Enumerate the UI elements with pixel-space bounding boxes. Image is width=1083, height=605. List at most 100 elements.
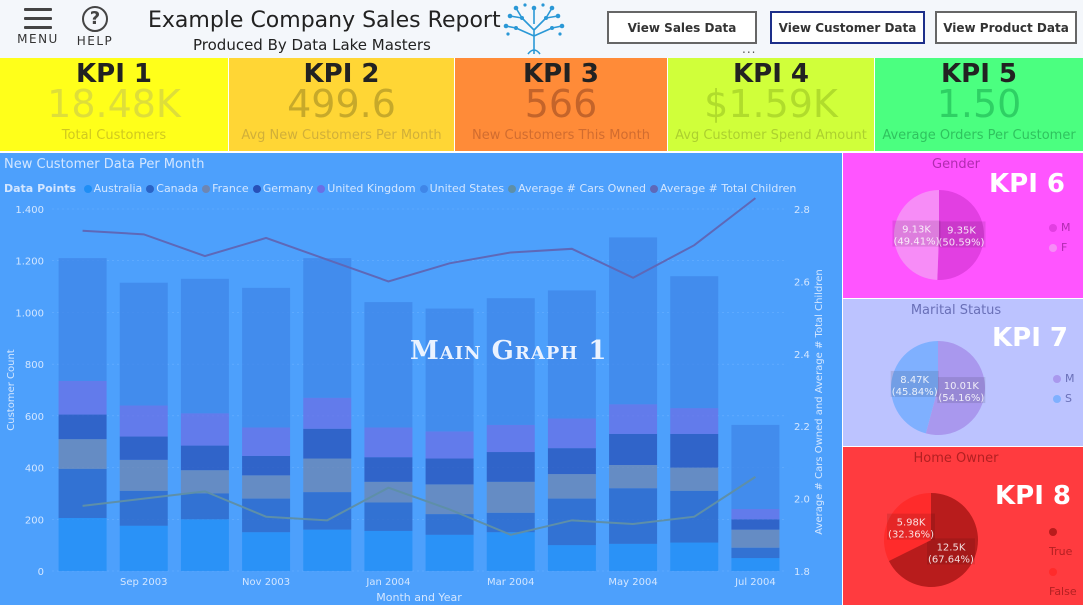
main-chart-panel[interactable]: New Customer Data Per Month Data Points … [0, 153, 842, 605]
y-tick-label: 0 [38, 567, 44, 578]
bar-segment [670, 542, 719, 571]
x-tick-label: May 2004 [608, 577, 657, 588]
data-label-box [937, 221, 986, 248]
view-customer-data-button[interactable]: View Customer Data [770, 11, 925, 44]
page-subtitle: Produced By Data Lake Masters [193, 36, 431, 54]
pie-slice [884, 493, 931, 561]
menu-button[interactable]: MENU [14, 6, 62, 46]
bar-segment [119, 459, 168, 491]
y-tick-label: 1.200 [15, 257, 44, 268]
bar-segment [425, 534, 474, 571]
bar-segment [242, 427, 291, 456]
main-graph-overlay-label: Main Graph 1 [410, 336, 608, 366]
bar-segment [364, 457, 413, 482]
legend-label: M [1065, 372, 1075, 385]
more-options-icon[interactable]: ... [742, 42, 757, 56]
bar-segment [303, 428, 352, 459]
bar-segment [670, 433, 719, 468]
legend-item[interactable]: United States [419, 182, 505, 195]
y2-tick-label: 2.4 [794, 350, 810, 361]
legend-swatch [202, 185, 211, 193]
help-label: HELP [76, 34, 114, 48]
data-label-value: 9.13K [902, 225, 931, 236]
help-button[interactable]: ? HELP [74, 6, 116, 48]
view-sales-data-button[interactable]: View Sales Data [607, 11, 757, 44]
y2-tick-label: 2.8 [794, 205, 810, 216]
view-product-data-button[interactable]: View Product Data [935, 11, 1077, 44]
data-label-percent: (49.41%) [894, 237, 940, 248]
legend-swatch [419, 185, 428, 193]
pie-legend: M S [1053, 369, 1075, 409]
bar-segment [609, 543, 658, 571]
gender-pie-chart[interactable]: 9.35K(50.59%) 9.13K(49.41%) [843, 153, 1083, 298]
legend-label: S [1065, 392, 1072, 405]
kpi-title: KPI 1 [75, 59, 153, 89]
legend-item[interactable]: United Kingdom [317, 182, 416, 195]
bar-segment [731, 547, 780, 559]
legend-item[interactable]: Canada [146, 182, 198, 195]
legend-swatch [1049, 528, 1057, 536]
marital-status-pie-card[interactable]: Marital Status 10.01K (54.16%) 8.47K (45.84… [843, 299, 1083, 446]
kpi-value: 566 [524, 82, 598, 126]
legend-item[interactable]: Germany [252, 182, 314, 195]
x-axis-title: Month and Year [376, 591, 462, 604]
x-tick-label: Jul 2004 [734, 577, 776, 588]
kpi-7-label: KPI 7 [992, 323, 1069, 353]
data-label-value: 5.98K [897, 518, 926, 529]
bar-segment [119, 436, 168, 460]
bar-segment [242, 455, 291, 476]
data-label-percent: (50.59%) [939, 237, 985, 248]
bar-segment [364, 502, 413, 531]
y-axis-title: Customer Count [6, 349, 17, 431]
bar-segment [180, 413, 229, 446]
bar-segment [58, 258, 107, 381]
legend-item: M [1053, 369, 1075, 389]
marital-status-pie-chart[interactable]: 10.01K(54.16%) 8.47K(45.84%) [843, 299, 1083, 446]
legend-swatch [1049, 244, 1057, 252]
y-tick-label: 1.400 [15, 205, 44, 216]
bar-segment [119, 282, 168, 406]
legend-label: United States [429, 182, 505, 195]
y2-tick-label: 2.2 [794, 422, 810, 433]
kpi-title: KPI 4 [732, 59, 810, 89]
bar-segment [609, 237, 658, 405]
legend-swatch [1053, 375, 1061, 383]
legend-item[interactable]: Australia [83, 182, 142, 195]
bar-segment [303, 458, 352, 493]
legend-item[interactable]: Average # Total Children [650, 182, 796, 195]
legend-item[interactable]: Average # Cars Owned [508, 182, 646, 195]
legend-label: Germany [262, 182, 314, 195]
pie-slice [937, 190, 984, 280]
gender-pie-card[interactable]: Gender 9.35K (50.59%) 9.13K (49.41%) KPI 6 … [843, 153, 1083, 298]
y2-tick-label: 2.6 [794, 277, 810, 288]
kpi-8-label: KPI 8 [995, 481, 1072, 511]
bar-segment [486, 512, 535, 533]
legend-label: Average # Total Children [660, 182, 797, 195]
bar-segment [547, 418, 596, 449]
legend-item: M [1049, 218, 1071, 238]
x-tick-label: Nov 2003 [242, 577, 290, 588]
x-tick-label: Mar 2004 [487, 577, 535, 588]
legend-label: Canada [156, 182, 199, 195]
bar-segment [303, 397, 352, 429]
bar-segment [547, 448, 596, 475]
bar-segment [364, 481, 413, 503]
home-owner-pie-chart[interactable]: 12.5K(67.64%) 5.98K(32.36%) [843, 447, 1083, 605]
legend-label: United Kingdom [327, 182, 416, 195]
kpi-label: Average Orders Per Customer [882, 128, 1076, 143]
kpi-title: KPI 5 [940, 59, 1018, 89]
legend-item[interactable]: France [202, 182, 249, 195]
y-tick-label: 600 [25, 412, 44, 423]
bar-segment [364, 302, 413, 428]
y-tick-label: 1.000 [15, 308, 44, 319]
kpi-label: New Customers This Month [472, 128, 650, 143]
home-owner-pie-card[interactable]: Home Owner 12.5K (67.64%) 5.98K (32.36%) KP… [843, 447, 1083, 605]
y-tick-label: 400 [25, 464, 44, 475]
bar-segment [58, 517, 107, 571]
bar-segment [58, 439, 107, 469]
kpi-card-avg-orders: KPI 5 1.50 Average Orders Per Customer [875, 58, 1083, 151]
data-label-value: 12.5K [937, 542, 966, 553]
customer-combo-chart[interactable]: 0 200 400 600 800 1.000 1.200 1.400 1.8 2.0 2.2 2.4… [0, 153, 842, 605]
data-label-box [887, 513, 936, 540]
bar-segment [425, 514, 474, 535]
